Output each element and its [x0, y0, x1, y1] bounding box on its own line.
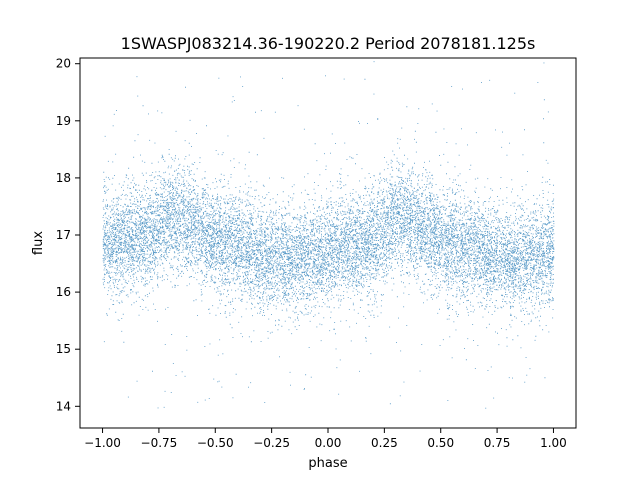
x-tick-label: −1.00 [84, 436, 121, 450]
x-tick-label: 1.00 [540, 436, 567, 450]
x-tick-label: −0.50 [197, 436, 234, 450]
x-tick-label: 0.50 [427, 436, 454, 450]
y-axis: 14 15 16 17 18 19 20 [56, 57, 80, 413]
chart-title: 1SWASPJ083214.36-190220.2 Period 2078181… [121, 34, 536, 53]
y-tick-label: 15 [56, 342, 71, 356]
x-tick-label: 0.75 [484, 436, 511, 450]
x-axis-label: phase [308, 456, 347, 471]
x-axis: −1.00 −0.75 −0.50 −0.25 0.00 0.25 0.50 0.75 1.00 [84, 428, 567, 450]
data-points [102, 61, 555, 409]
x-tick-label: −0.75 [141, 436, 178, 450]
y-tick-label: 14 [56, 399, 71, 413]
y-tick-label: 17 [56, 228, 71, 242]
y-tick-label: 19 [56, 114, 71, 128]
x-tick-label: 0.00 [315, 436, 342, 450]
y-tick-label: 20 [56, 57, 71, 71]
scatter-points [102, 61, 555, 409]
x-tick-label: −0.25 [253, 436, 290, 450]
x-tick-label: 0.25 [371, 436, 398, 450]
y-tick-label: 16 [56, 285, 71, 299]
y-axis-label: flux [31, 231, 46, 255]
y-tick-label: 18 [56, 171, 71, 185]
